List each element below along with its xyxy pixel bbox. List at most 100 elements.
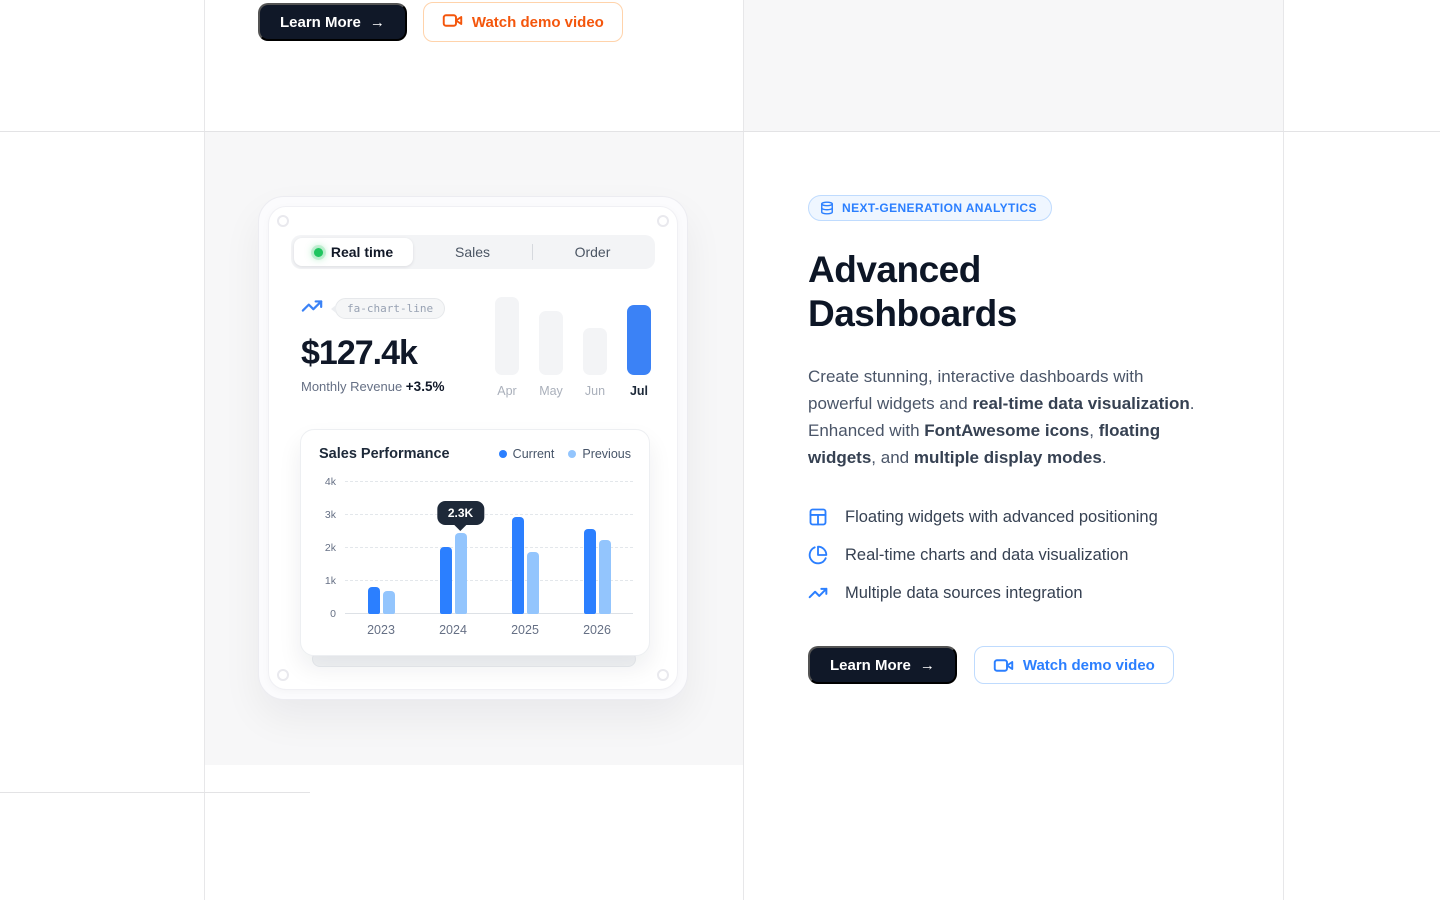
section-copy: NEXT-GENERATION ANALYTICS Advanced Dashb… [808,195,1248,684]
sales-chart-x-labels: 2023 2024 2025 2026 [345,623,633,637]
learn-more-label: Learn More [280,13,361,31]
monthly-revenue-value: $127.4k [301,334,418,372]
badge-label: NEXT-GENERATION ANALYTICS [842,201,1037,215]
live-dot-icon [313,247,323,257]
feature-label: Floating widgets with advanced positioni… [845,507,1158,526]
gridline [345,580,633,581]
x-axis-label: 2026 [583,623,611,637]
tab-order[interactable]: Order [533,238,652,266]
x-axis-label: 2024 [439,623,467,637]
previous-bar [598,540,611,614]
section-title: Advanced Dashboards [808,249,1017,334]
previous-bar [526,552,539,614]
mini-bar-label: May [539,384,563,398]
legend-dot-icon [568,450,577,458]
grid-horizontal-line [0,131,1440,132]
grid-vertical-line [743,0,744,900]
database-icon [820,201,834,215]
x-axis-label: 2025 [511,623,539,637]
corner-ring-decoration [657,669,669,681]
mini-bar-column: Apr [495,297,519,398]
tab-label: Order [574,244,611,260]
mini-bar-column: Jul [627,305,651,398]
bar-group-2024: 2.3K [436,501,485,614]
y-axis-label: 1k [324,575,336,587]
paragraph-run: . [1101,448,1107,467]
corner-ring-decoration [277,215,289,227]
learn-more-button-top[interactable]: Learn More → [258,3,407,41]
watch-demo-label: Watch demo video [471,13,604,31]
mini-bar-label: Jun [584,384,606,398]
corner-ring-decoration [277,669,289,681]
mini-bar-label: Apr [497,384,517,398]
tab-label: Sales [454,244,491,260]
legend-dot-icon [498,450,507,458]
x-axis-label: 2023 [367,623,395,637]
section-paragraph: Create stunning, interactive dashboards … [808,363,1206,471]
y-axis-label: 2k [324,542,336,554]
mini-bar-column: May [539,311,563,398]
current-bar [367,587,380,614]
mini-bar [627,305,651,375]
dashboard-mockup-card: Real time Sales Order fa-chart-line $127.4… [268,206,678,690]
previous-bar: 2.3K [436,501,485,614]
feature-label: Real-time charts and data visualization [845,545,1129,564]
tab-label: Real time [330,244,394,260]
mini-bar [539,311,563,375]
background-panel-top-right [743,0,1283,131]
fa-class-tag: fa-chart-line [335,298,446,319]
mockup-tabbar: Real time Sales Order [291,235,655,269]
paragraph-run: , and [871,448,914,467]
feature-list: Floating widgets with advanced positioni… [808,507,1248,603]
legend-item: Previous [568,447,631,461]
paragraph-bold-run: floating widgets [808,421,1161,467]
tab-sales[interactable]: Sales [413,238,532,266]
arrow-right-icon: → [369,13,385,31]
grid-vertical-line [1283,0,1284,900]
mini-bar-label: Jul [629,384,649,398]
y-axis-label: 3k [324,509,336,521]
feature-item: Real-time charts and data visualization [808,545,1248,565]
monthly-revenue-caption: Monthly Revenue +3.5% [301,379,445,394]
legend-label: Current [512,447,555,461]
watch-demo-label: Watch demo video [1022,656,1155,674]
trend-up-icon [808,583,828,603]
feature-item: Multiple data sources integration [808,583,1248,603]
arrow-right-icon: → [919,656,935,674]
legend-label: Previous [582,447,631,461]
mini-bar [583,328,607,375]
revenue-widget: fa-chart-line $127.4k Monthly Revenue +3… [301,295,651,398]
mini-bar-chart: Apr May Jun Jul [495,295,651,398]
y-axis-label: 4k [324,476,336,488]
previous-bar [382,591,395,614]
watch-demo-button-top[interactable]: Watch demo video [422,2,623,42]
current-bar [439,547,452,614]
paragraph-run: . Enhanced with [808,394,1195,440]
table-columns-icon [808,507,828,527]
legend-item: Current [498,447,555,461]
current-bar [583,529,596,614]
mini-bar [495,297,519,375]
learn-more-button[interactable]: Learn More → [808,646,957,684]
bar-group-2026 [583,529,611,614]
watch-demo-button[interactable]: Watch demo video [973,646,1174,684]
top-cta-row: Learn More → Watch demo video [258,2,623,42]
grid-horizontal-line [0,792,310,793]
video-camera-icon [993,655,1014,676]
sales-chart-legend: Current Previous [498,447,631,461]
gridline [345,481,633,482]
gridline [345,613,633,614]
bar-group-2023 [367,587,395,614]
tab-real-time[interactable]: Real time [294,238,413,266]
trend-up-icon [301,295,323,322]
sales-chart-title: Sales Performance [319,446,450,462]
sales-performance-card: Sales Performance Current Previous 0 1k 2k 3… [300,429,650,656]
paragraph-bold-run: real-time data visualization [972,394,1190,413]
chart-tooltip: 2.3K [436,501,485,525]
paragraph-run: , [1089,421,1099,440]
bar-group-2025 [511,517,539,614]
bar-groups: 2.3K [345,482,633,614]
dashboard-mockup-frame: Real time Sales Order fa-chart-line $127.4… [258,196,688,700]
learn-more-label: Learn More [830,656,911,674]
